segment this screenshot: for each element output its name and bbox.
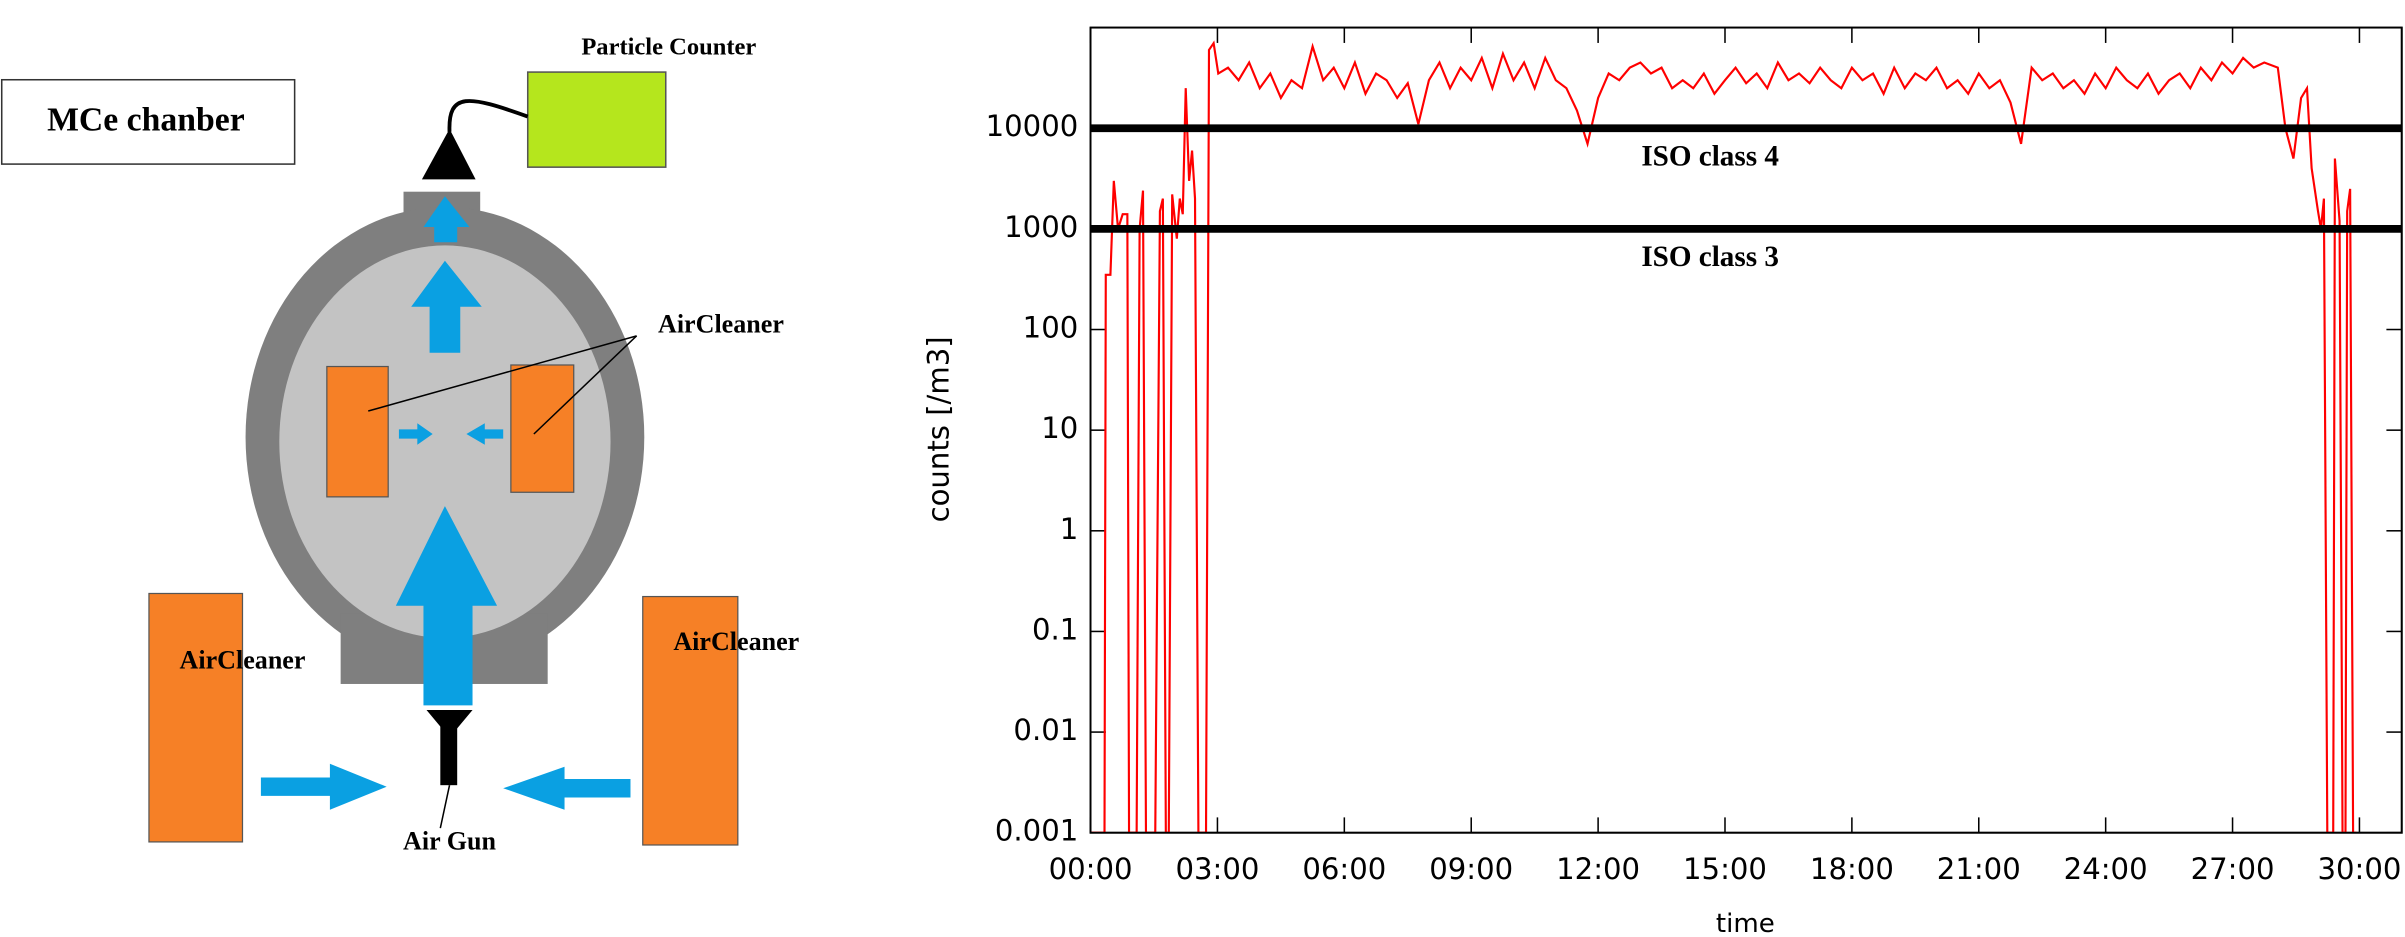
diagram-title: MCe chanber — [47, 101, 245, 138]
x-tick-label: 09:00 — [1429, 852, 1513, 886]
reference-label: ISO class 3 — [1641, 241, 1779, 273]
arrow — [503, 766, 631, 810]
x-tick-label: 06:00 — [1302, 852, 1386, 886]
air-gun-label: Air Gun — [403, 826, 496, 855]
plot-frame — [1089, 26, 2403, 834]
arrow — [398, 423, 433, 445]
airflow-arrows — [260, 196, 631, 810]
cleaner-label: AirCleaner — [658, 310, 784, 339]
x-tick-label: 21:00 — [1937, 852, 2021, 886]
x-tick-label: 18:00 — [1810, 852, 1894, 886]
arrow — [260, 763, 387, 810]
air-gun — [440, 723, 458, 786]
diagram: MCe chanber Particle Counter AirCleaner … — [0, 34, 800, 855]
y-tick-label: 0.001 — [995, 814, 1078, 848]
x-tick-label: 15:00 — [1683, 852, 1767, 886]
arrow — [411, 260, 482, 353]
y-tick-label: 1 — [1060, 512, 1079, 546]
y-tick-label: 0.01 — [1013, 713, 1078, 747]
x-tick-label: 30:00 — [2317, 852, 2401, 886]
x-tick-label: 27:00 — [2191, 852, 2275, 886]
y-axis-label: counts [/m3] — [921, 336, 955, 522]
x-axis-label: time — [1716, 909, 1775, 937]
title-box — [0, 78, 296, 165]
y-tick-label: 0.1 — [1032, 612, 1078, 646]
arrow — [466, 423, 504, 445]
data-line — [1090, 40, 2357, 833]
cleaner-label: AirCleaner — [673, 627, 799, 656]
particle-counter — [526, 71, 667, 168]
arrow — [423, 196, 470, 243]
inner-cleaner — [326, 365, 389, 498]
y-tick-label: 1000 — [1004, 210, 1078, 244]
leader-line — [439, 785, 451, 829]
chart: counts [/m3] time 0.001 0.01 0.1 1 10 100 1000… — [921, 26, 2403, 937]
y-tick-label: 10000 — [986, 109, 1079, 143]
outer-cleaner — [642, 595, 739, 846]
y-tick-label: 10 — [1041, 411, 1078, 445]
leader-line — [368, 335, 637, 412]
nozzle — [421, 128, 476, 180]
x-tick-label: 24:00 — [2064, 852, 2148, 886]
plot-border — [1089, 26, 2403, 834]
y-tick-label: 100 — [1023, 311, 1079, 345]
arrow — [395, 506, 498, 706]
cable — [447, 99, 529, 132]
x-tick-label: 03:00 — [1175, 852, 1259, 886]
particle-counter-label: Particle Counter — [581, 34, 756, 61]
chamber-inner — [279, 245, 611, 638]
inner-cleaner — [510, 364, 575, 493]
x-tick-label: 00:00 — [1049, 852, 1133, 886]
cleaner-label: AirCleaner — [180, 645, 306, 674]
outer-cleaner — [148, 592, 244, 843]
leader-line — [533, 335, 638, 435]
x-tick-label: 12:00 — [1556, 852, 1640, 886]
reference-label: ISO class 4 — [1641, 141, 1779, 173]
